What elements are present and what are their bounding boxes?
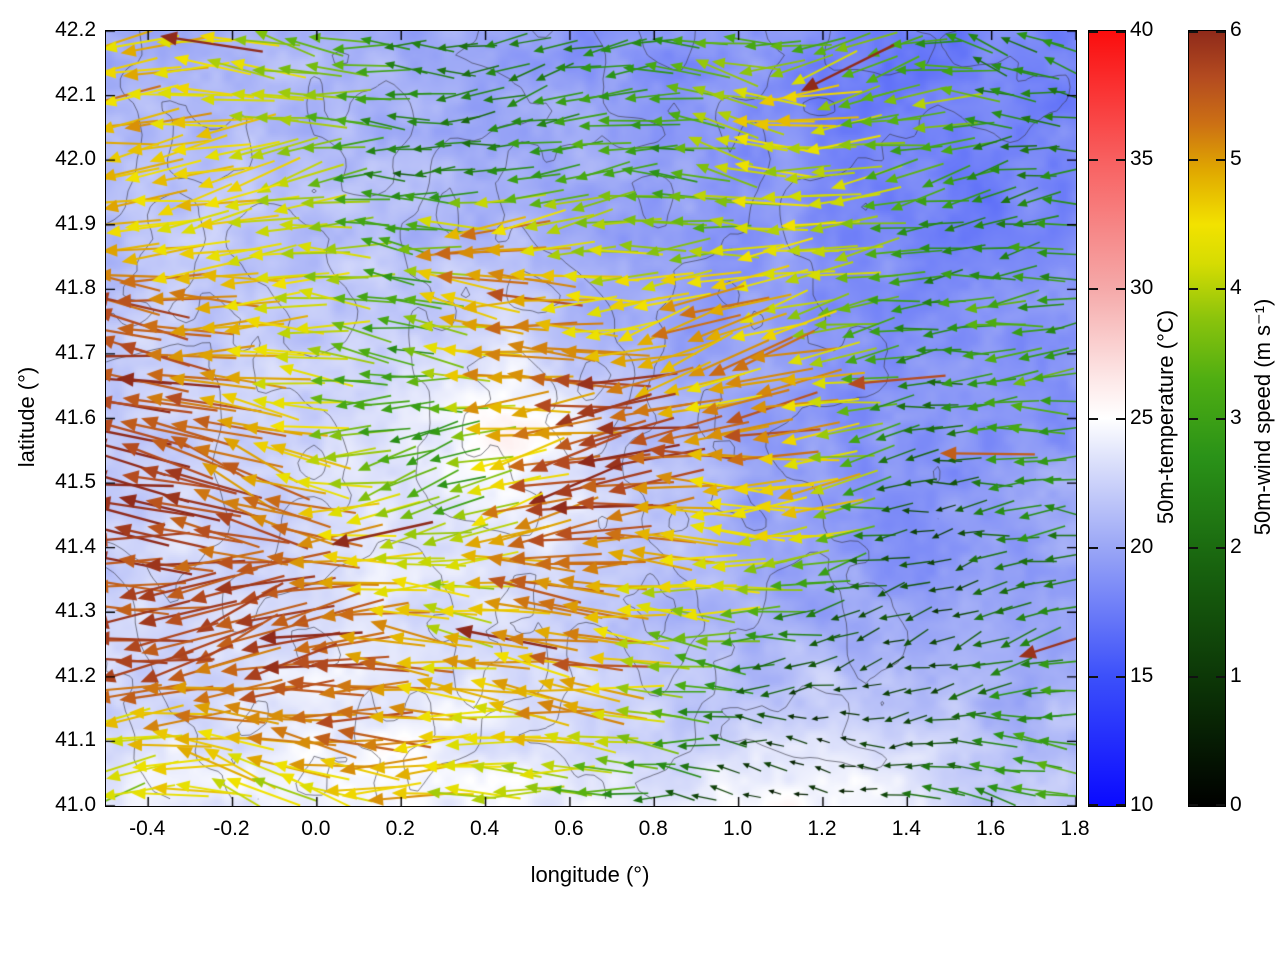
- colorbar-tick: [1116, 159, 1125, 162]
- y-tick-label: 42.1: [55, 82, 96, 106]
- wind-colorbar: [1188, 30, 1226, 807]
- colorbar-tick: [1089, 31, 1098, 33]
- map-plot-canvas: [105, 30, 1077, 807]
- y-tick-label: 41.4: [55, 534, 96, 558]
- y-tick-label: 41.0: [55, 793, 96, 816]
- colorbar-tick: [1189, 546, 1198, 549]
- x-tick-label: 1.6: [976, 817, 1006, 840]
- colorbar-tick: [1216, 675, 1225, 678]
- colorbar-tick: [1189, 675, 1198, 678]
- colorbar-tick-label: 0: [1230, 793, 1242, 816]
- colorbar-tick: [1189, 288, 1198, 291]
- colorbar-tick: [1216, 417, 1225, 420]
- colorbar-tick: [1116, 675, 1125, 678]
- colorbar-tick: [1216, 159, 1225, 162]
- x-tick-label: 1.2: [807, 817, 837, 840]
- colorbar-tick-label: 10: [1130, 793, 1154, 816]
- colorbar-tick: [1116, 288, 1125, 291]
- colorbar-tick: [1216, 804, 1225, 806]
- colorbar-tick: [1089, 546, 1098, 549]
- y-tick-label: 41.9: [55, 211, 96, 235]
- colorbar-tick-label: 5: [1230, 147, 1242, 171]
- y-tick-label: 42.0: [55, 147, 96, 171]
- x-tick-label: 1.4: [891, 817, 921, 840]
- colorbar-tick: [1189, 804, 1198, 806]
- colorbar-tick-label: 6: [1230, 18, 1242, 41]
- y-tick-label: 41.6: [55, 405, 96, 429]
- temperature-colorbar-title: 50m-temperature (°C): [1153, 309, 1178, 525]
- y-tick-label: 41.3: [55, 599, 96, 623]
- colorbar-tick: [1116, 804, 1125, 806]
- x-tick-label: -0.2: [213, 817, 250, 840]
- x-axis-title: longitude (°): [530, 862, 650, 887]
- y-tick-label: 41.7: [55, 340, 96, 364]
- colorbar-tick-label: 35: [1130, 147, 1154, 171]
- x-tick-label: 0.8: [638, 817, 668, 840]
- colorbar-tick-label: 25: [1130, 405, 1154, 429]
- colorbar-tick: [1216, 31, 1225, 33]
- colorbar-tick-label: 4: [1230, 276, 1242, 300]
- y-tick-label: 41.2: [55, 663, 96, 687]
- colorbar-tick: [1116, 546, 1125, 549]
- y-tick-label: 41.1: [55, 728, 96, 752]
- colorbar-tick-label: 15: [1130, 663, 1154, 687]
- x-tick-label: -0.4: [129, 817, 166, 840]
- colorbar-tick-label: 2: [1230, 534, 1242, 558]
- x-tick-label: 0.6: [554, 817, 584, 840]
- y-tick-label: 42.2: [55, 18, 96, 41]
- colorbar-tick-label: 3: [1230, 405, 1242, 429]
- wind-colorbar-title: 50m-wind speed (m s⁻¹): [1250, 298, 1275, 536]
- colorbar-tick: [1189, 159, 1198, 162]
- colorbar-tick-label: 30: [1130, 276, 1154, 300]
- colorbar-tick: [1189, 417, 1198, 420]
- colorbar-tick: [1216, 546, 1225, 549]
- colorbar-tick: [1189, 31, 1198, 33]
- x-tick-label: 0.0: [301, 817, 331, 840]
- colorbar-tick-label: 1: [1230, 663, 1242, 687]
- x-tick-label: 0.4: [469, 817, 500, 840]
- x-tick-label: 1.0: [722, 817, 753, 840]
- colorbar-tick: [1089, 159, 1098, 162]
- colorbar-tick: [1089, 417, 1098, 420]
- colorbar-tick-label: 40: [1130, 18, 1154, 41]
- colorbar-tick: [1089, 288, 1098, 291]
- x-tick-label: 1.8: [1060, 817, 1090, 840]
- colorbar-tick: [1216, 288, 1225, 291]
- colorbar-tick: [1089, 675, 1098, 678]
- colorbar-tick: [1089, 804, 1098, 806]
- temperature-colorbar: [1088, 30, 1126, 807]
- y-tick-label: 41.5: [55, 470, 96, 494]
- y-axis-title: latitude (°): [14, 366, 39, 468]
- colorbar-tick-label: 20: [1130, 534, 1154, 558]
- colorbar-tick: [1116, 417, 1125, 420]
- y-tick-label: 41.8: [55, 276, 96, 300]
- colorbar-tick: [1116, 31, 1125, 33]
- x-tick-label: 0.2: [385, 817, 415, 840]
